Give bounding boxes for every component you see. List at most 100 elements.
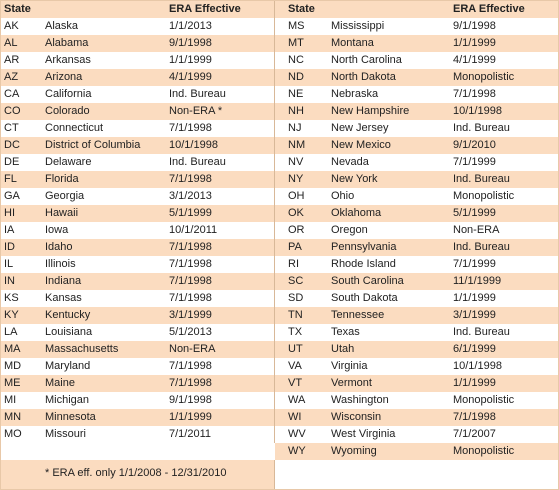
era-effective: 1/1/1999 (169, 54, 212, 66)
state-abbr: LA (4, 326, 18, 338)
era-effective: 9/1/1998 (169, 394, 212, 406)
state-name: Utah (331, 343, 355, 355)
state-abbr: IA (4, 224, 15, 236)
state-name: Hawaii (45, 207, 79, 219)
table-row: MT Montana 1/1/1999 (275, 35, 558, 52)
state-abbr: KY (4, 309, 19, 321)
state-name: Rhode Island (331, 258, 396, 270)
era-effective: 7/1/1998 (169, 122, 212, 134)
era-effective: Ind. Bureau (453, 122, 510, 134)
state-name: Washington (331, 394, 389, 406)
era-effective: 5/1/1999 (169, 207, 212, 219)
era-effective: 5/1/1999 (453, 207, 496, 219)
table-row: GA Georgia 3/1/2013 (1, 188, 274, 205)
table-row: DE Delaware Ind. Bureau (1, 154, 274, 171)
era-effective: Ind. Bureau (453, 173, 510, 185)
era-effective: 6/1/1999 (453, 343, 496, 355)
state-name: Massachusetts (45, 343, 119, 355)
era-effective: 4/1/1999 (453, 54, 496, 66)
era-effective: 10/1/1998 (453, 360, 502, 372)
state-abbr: UT (288, 343, 303, 355)
state-name: Mississippi (331, 20, 385, 32)
state-abbr: DE (4, 156, 20, 168)
table-row: DC District of Columbia 10/1/1998 (1, 137, 274, 154)
era-effective: 5/1/2013 (169, 326, 212, 338)
table-row: SD South Dakota 1/1/1999 (275, 290, 558, 307)
state-name: Maryland (45, 360, 91, 372)
state-name: Oklahoma (331, 207, 382, 219)
state-name: Nevada (331, 156, 369, 168)
right-body: MS Mississippi 9/1/1998 MT Montana 1/1/1999 NC… (275, 18, 558, 460)
state-abbr: MI (4, 394, 17, 406)
state-name: New Hampshire (331, 105, 410, 117)
era-effective: 7/1/1998 (453, 411, 496, 423)
state-abbr: AK (4, 20, 19, 32)
state-name: Connecticut (45, 122, 104, 134)
era-effective: 3/1/2013 (169, 190, 212, 202)
state-name: Wyoming (331, 445, 377, 457)
header-state-label: State (288, 3, 315, 15)
state-abbr: MD (4, 360, 22, 372)
state-name: Michigan (45, 394, 90, 406)
state-abbr: CT (4, 122, 19, 134)
era-effective: 1/1/1999 (453, 37, 496, 49)
era-effective: 7/1/1998 (169, 241, 212, 253)
table-row: VA Virginia 10/1/1998 (275, 358, 558, 375)
state-name: Delaware (45, 156, 92, 168)
table-row: WI Wisconsin 7/1/1998 (275, 409, 558, 426)
state-name: Nebraska (331, 88, 379, 100)
table-row: TX Texas Ind. Bureau (275, 324, 558, 341)
table-row: MN Minnesota 1/1/1999 (1, 409, 274, 426)
table-row: PA Pennsylvania Ind. Bureau (275, 239, 558, 256)
era-effective: 7/1/1999 (453, 258, 496, 270)
table-row: LA Louisiana 5/1/2013 (1, 324, 274, 341)
table-row: VT Vermont 1/1/1999 (275, 375, 558, 392)
table-row: IL Illinois 7/1/1998 (1, 256, 274, 273)
table-row: AR Arkansas 1/1/1999 (1, 52, 274, 69)
table-row: WA Washington Monopolistic (275, 392, 558, 409)
era-effective: 7/1/2011 (169, 428, 212, 440)
state-abbr: OR (288, 224, 305, 236)
state-abbr: NM (288, 139, 306, 151)
era-effective: 4/1/1999 (169, 71, 212, 83)
state-abbr: NH (288, 105, 304, 117)
header-row-left: State ERA Effective (1, 1, 274, 18)
state-abbr: KS (4, 292, 19, 304)
state-name: Indiana (45, 275, 82, 287)
era-effective: 1/1/2013 (169, 20, 212, 32)
era-effective: 10/1/1998 (453, 105, 502, 117)
left-column: State ERA Effective AK Alaska 1/1/2013 AL Al… (1, 1, 275, 443)
state-abbr: VA (288, 360, 302, 372)
state-name: Louisiana (45, 326, 93, 338)
left-body: AK Alaska 1/1/2013 AL Alabama 9/1/1998 AR Arkan… (1, 18, 274, 443)
state-name: Illinois (45, 258, 76, 270)
table-row: WV West Virginia 7/1/2007 (275, 426, 558, 443)
table-row: UT Utah 6/1/1999 (275, 341, 558, 358)
table-row: IA Iowa 10/1/2011 (1, 222, 274, 239)
table-row: WY Wyoming Monopolistic (275, 443, 558, 460)
table-row: SC South Carolina 11/1/1999 (275, 273, 558, 290)
state-abbr: MN (4, 411, 22, 423)
table-row: CA California Ind. Bureau (1, 86, 274, 103)
footer-band (1, 460, 275, 489)
header-state-label: State (4, 3, 31, 15)
state-name: North Dakota (331, 71, 396, 83)
state-abbr: OH (288, 190, 305, 202)
state-abbr: NY (288, 173, 304, 185)
state-abbr: WI (288, 411, 302, 423)
footnote: * ERA eff. only 1/1/2008 - 12/31/2010 (45, 467, 227, 479)
state-abbr: FL (4, 173, 17, 185)
era-effective: Ind. Bureau (169, 88, 226, 100)
table-row: AZ Arizona 4/1/1999 (1, 69, 274, 86)
state-name: Tennessee (331, 309, 385, 321)
state-name: Florida (45, 173, 79, 185)
era-effective: 11/1/1999 (453, 275, 502, 287)
state-name: Vermont (331, 377, 372, 389)
state-abbr: AZ (4, 71, 19, 83)
header-era-label: ERA Effective (453, 3, 525, 15)
state-abbr: NC (288, 54, 304, 66)
state-name: Arizona (45, 71, 83, 83)
state-abbr: ID (4, 241, 15, 253)
era-effective: Ind. Bureau (453, 326, 510, 338)
state-name: Virginia (331, 360, 368, 372)
